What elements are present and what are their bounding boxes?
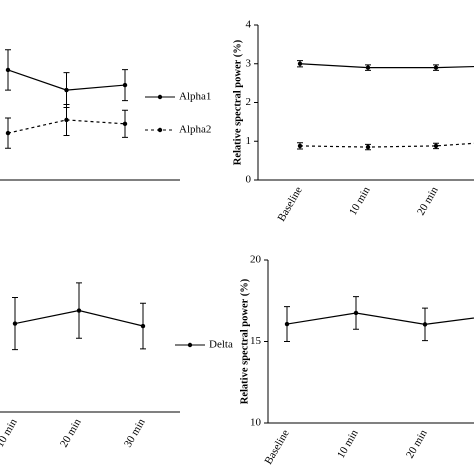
y-tick-label: 15 (250, 335, 262, 347)
marker (140, 323, 146, 329)
x-tick-label: 10 min (0, 416, 20, 449)
y-axis-label: Relative spectral power (%) (232, 39, 243, 165)
series-line (299, 142, 474, 148)
y-tick-label: 20 (250, 254, 262, 266)
marker (64, 87, 69, 93)
x-tick-label: 30 min (122, 416, 148, 449)
marker (433, 143, 439, 149)
legend-label: Alpha1 (179, 91, 211, 103)
x-tick-label: 20 min (415, 184, 441, 217)
y-tick-label: 4 (246, 19, 252, 31)
marker (353, 310, 359, 316)
marker (297, 61, 303, 66)
series-line (299, 63, 474, 69)
marker (122, 82, 128, 88)
legend-marker (157, 94, 163, 100)
legend-marker (187, 342, 193, 348)
x-tick-label: 20 min (58, 416, 84, 449)
marker (365, 144, 371, 150)
y-tick-label: 2 (246, 96, 252, 108)
x-tick-label: 20 min (404, 427, 430, 460)
y-tick-label: 1 (246, 135, 252, 147)
y-axis-label: Relative spectral power (%) (239, 278, 250, 404)
x-tick-label: 10 min (347, 184, 373, 217)
marker (76, 308, 82, 313)
x-tick-label: Baseline (262, 428, 291, 467)
marker (64, 117, 69, 123)
series-line (7, 119, 126, 134)
marker (365, 65, 371, 70)
x-tick-label: 10 min (335, 427, 361, 460)
series-line (286, 312, 474, 325)
marker (422, 322, 428, 327)
marker (122, 121, 128, 127)
marker (12, 321, 18, 326)
marker (297, 143, 303, 149)
marker (433, 65, 439, 70)
legend-marker (157, 127, 163, 133)
y-tick-label: 10 (250, 417, 262, 429)
legend-label: Delta (209, 339, 233, 351)
x-tick-label: Baseline (275, 185, 304, 224)
y-tick-label: 0 (246, 174, 252, 186)
marker (284, 321, 290, 327)
y-tick-label: 3 (246, 57, 252, 69)
legend-label: Alpha2 (179, 124, 211, 136)
marker (5, 67, 11, 73)
marker (5, 130, 11, 136)
